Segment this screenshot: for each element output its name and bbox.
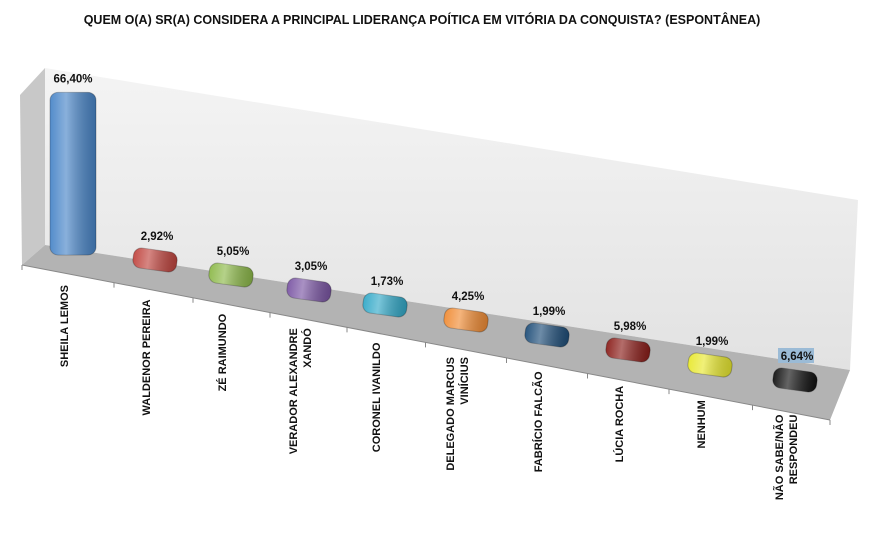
category-label: FABRÍCIO FALCÃO — [532, 371, 545, 472]
category-label: RESPONDEU — [788, 415, 800, 485]
bar-highlight — [605, 338, 651, 362]
bar-highlight — [362, 293, 408, 317]
bar — [362, 292, 408, 318]
bar — [443, 307, 489, 333]
category-label: VINÍCIUS — [458, 357, 471, 405]
bar — [286, 277, 332, 303]
bar-highlight — [524, 323, 570, 347]
category-label: NENHUM — [696, 400, 708, 448]
data-label-bg — [778, 348, 814, 363]
side-wall — [20, 68, 45, 265]
data-label: 5,05% — [217, 246, 250, 258]
bar-highlight — [208, 263, 254, 287]
category-label: LÚCIA ROCHA — [613, 386, 626, 463]
bar — [208, 262, 254, 288]
data-label: 3,05% — [295, 261, 328, 273]
data-label: 1,99% — [533, 306, 566, 318]
category-label: SHEILA LEMOS — [59, 285, 71, 367]
back-wall — [45, 68, 858, 370]
bar-highlight — [443, 308, 489, 332]
data-label: 1,99% — [696, 336, 729, 348]
data-label: 1,73% — [371, 276, 404, 288]
bar — [605, 337, 651, 363]
chart-title: QUEM O(A) SR(A) CONSIDERA A PRINCIPAL LI… — [84, 12, 761, 27]
bar-highlight — [286, 278, 332, 302]
category-label: CORONEL IVANILDO — [371, 342, 383, 452]
category-label: ZÉ RAIMUNDO — [216, 313, 229, 391]
category-label: VERADOR ALEXANDRE — [288, 328, 300, 454]
category-label: WALDENOR PEREIRA — [141, 299, 153, 415]
floor — [22, 245, 850, 420]
bar-highlight — [687, 353, 733, 377]
data-label: 5,98% — [614, 321, 647, 333]
data-label: 2,92% — [141, 231, 174, 243]
bar-highlight — [772, 368, 818, 392]
bar-highlight — [50, 92, 96, 255]
data-label: 4,25% — [452, 291, 485, 303]
bar-highlight — [132, 248, 178, 272]
category-label: DELEGADO MARCUS — [445, 357, 457, 471]
bar — [132, 247, 178, 273]
data-label: 6,64% — [781, 351, 814, 363]
category-label: NÃO SABE/NÃO — [773, 414, 786, 500]
bar — [49, 91, 97, 256]
bar — [687, 352, 733, 378]
data-label: 66,40% — [53, 73, 92, 85]
category-label: XANDÓ — [301, 328, 314, 368]
bar — [524, 322, 570, 348]
bar — [772, 367, 818, 393]
